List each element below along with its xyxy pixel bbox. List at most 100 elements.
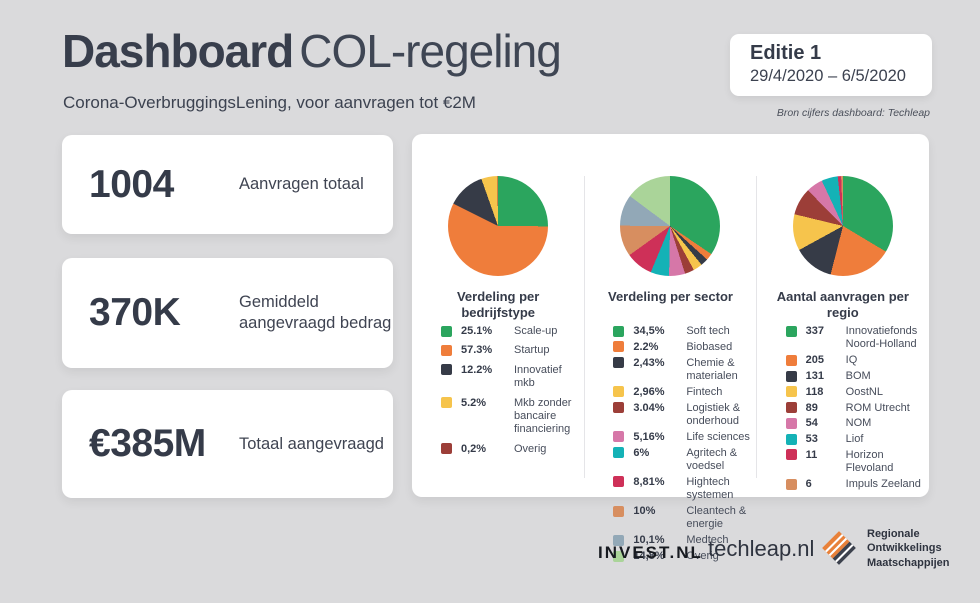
legend-row: 3.04% Logistiek & onderhoud — [613, 402, 752, 429]
pie-chart — [792, 176, 893, 276]
legend-label: Hightech systemen — [686, 475, 734, 502]
legend-swatch — [441, 325, 452, 337]
rom-diamond-icon — [822, 531, 856, 566]
page-title-bold: Dashboard — [62, 25, 294, 77]
legend-value: 2.2% — [633, 340, 659, 353]
page-title: Dashboard COL-regeling — [62, 24, 562, 78]
vertical-divider — [584, 176, 585, 478]
legend-swatch — [785, 417, 797, 429]
legend-swatch — [441, 364, 452, 376]
legend-label: NOM — [845, 417, 872, 430]
legend-label: Innovatiefonds Noord-Holland — [845, 325, 918, 351]
legend-value: 57.3% — [461, 344, 493, 357]
invest-nl-logo: INVEST.NL — [598, 543, 703, 562]
legend-swatch — [441, 344, 452, 356]
legend-row: 6 Impuls Zeeland — [785, 478, 925, 491]
legend-value: 10,1% — [633, 534, 665, 547]
legend-swatch — [441, 443, 452, 455]
legend-swatch — [613, 357, 625, 369]
legend-row: 57.3% Startup — [441, 344, 580, 357]
chart-title: Aantal aanvragen per regio — [776, 289, 909, 320]
legend: 337 Innovatiefonds Noord-Holland 205 IQ 131 B… — [757, 325, 929, 494]
legend-swatch — [613, 402, 625, 414]
legend-value: 2,43% — [633, 356, 665, 369]
legend-value: 205 — [805, 354, 825, 367]
legend-label: Fintech — [686, 385, 723, 398]
legend-row: 89 ROM Utrecht — [785, 401, 925, 415]
legend-label: Impuls Zeeland — [845, 478, 921, 491]
legend-row: 2.2% Biobased — [613, 341, 752, 354]
stat-label: Aanvragen totaal — [239, 175, 364, 194]
chart-bedrijfstype: Verdeling per bedrijfstype 25.1% Scale-up… — [412, 134, 584, 497]
legend-swatch — [785, 370, 797, 382]
legend-value: 11 — [805, 448, 818, 461]
legend-label: Cleantech & energie — [686, 505, 747, 531]
legend-swatch — [441, 397, 452, 409]
stat-value: 370K — [89, 291, 181, 334]
legend-row: 34,5% Soft tech — [613, 325, 752, 338]
stat-label: Totaal aangevraagd — [239, 434, 384, 453]
legend-row: 25.1% Scale-up — [441, 325, 580, 338]
legend-row: 53 Liof — [785, 433, 925, 446]
stat-card-totaal-aangevraagd: €385M Totaal aangevraagd — [62, 390, 393, 498]
legend-swatch — [613, 476, 625, 488]
legend-label: ROM Utrecht — [845, 401, 910, 414]
edition-card: Editie 1 29/4/2020 – 6/5/2020 — [730, 34, 932, 96]
stat-value: €385M — [89, 422, 206, 465]
legend-label: Chemie & materialen — [686, 356, 738, 382]
stat-card-aanvragen-totaal: 1004 Aanvragen totaal — [62, 135, 393, 234]
legend-value: 8,81% — [633, 475, 665, 488]
source-note: Bron cijfers dashboard: Techleap — [776, 107, 930, 119]
legend-value: 3.04% — [633, 401, 665, 414]
legend-value: 53 — [805, 433, 818, 446]
legend-label: Innovatief mkb — [514, 363, 562, 390]
legend-value: 12.2% — [461, 363, 493, 376]
legend-swatch — [613, 341, 625, 353]
legend-label: Horizon Flevoland — [845, 448, 894, 475]
legend-row: 205 IQ — [785, 354, 925, 367]
legend-value: 14,8% — [633, 550, 665, 562]
legend-row: 5,16% Life sciences — [613, 431, 752, 444]
legend-swatch — [613, 431, 625, 443]
legend-row: 337 Innovatiefonds Noord-Holland — [785, 325, 925, 352]
legend-label: IQ — [845, 354, 858, 367]
stat-value: 1004 — [89, 162, 174, 206]
legend-row: 11 Horizon Flevoland — [785, 448, 925, 476]
legend-row: 5.2% Mkb zonder bancaire financiering — [441, 397, 580, 437]
techleap-logo: techleap.nl — [708, 536, 815, 561]
charts-panel: Verdeling per bedrijfstype 25.1% Scale-up… — [412, 134, 929, 562]
pie-chart — [620, 176, 721, 276]
legend-value: 6 — [805, 478, 812, 491]
rom-line: Maatschappijen — [867, 556, 950, 569]
legend-label: Mkb zonder bancaire financiering — [514, 396, 572, 436]
legend-value: 131 — [805, 370, 825, 382]
legend-value: 10% — [633, 505, 656, 517]
legend-value: 118 — [805, 385, 824, 398]
legend-value: 0,2% — [461, 442, 487, 455]
rom-logo-text: Regionale Ontwikkelings Maatschappijen — [867, 527, 950, 570]
legend-label: Agritech & voedsel — [686, 446, 738, 472]
legend-row: 8,81% Hightech systemen — [613, 476, 752, 503]
legend-swatch — [613, 534, 625, 546]
rom-line: Ontwikkelings — [867, 542, 942, 555]
legend-row: 2,96% Fintech — [613, 386, 752, 399]
legend-value: 6% — [633, 446, 650, 459]
legend-value: 337 — [805, 325, 825, 337]
edition-date-range: 29/4/2020 – 6/5/2020 — [750, 67, 906, 85]
legend-value: 5.2% — [461, 396, 487, 409]
legend-swatch — [785, 386, 797, 398]
legend-row: 12.2% Innovatief mkb — [441, 364, 580, 391]
legend-row: 14,8% Overig — [613, 550, 752, 563]
legend-row: 10,1% Medtech — [613, 534, 752, 547]
legend-label: OostNL — [845, 385, 883, 398]
legend-label: Overig — [686, 550, 719, 562]
vertical-divider — [756, 176, 757, 478]
legend-row: 10% Cleantech & energie — [613, 505, 752, 532]
stat-card-gemiddeld-bedrag: 370K Gemiddeld aangevraagd bedrag — [62, 258, 393, 368]
legend-swatch — [785, 325, 797, 337]
legend-swatch — [613, 550, 625, 562]
legend-row: 2,43% Chemie & materialen — [613, 357, 752, 384]
legend-swatch — [785, 449, 797, 461]
legend-swatch — [613, 505, 625, 517]
edition-label: Editie 1 — [750, 42, 822, 64]
